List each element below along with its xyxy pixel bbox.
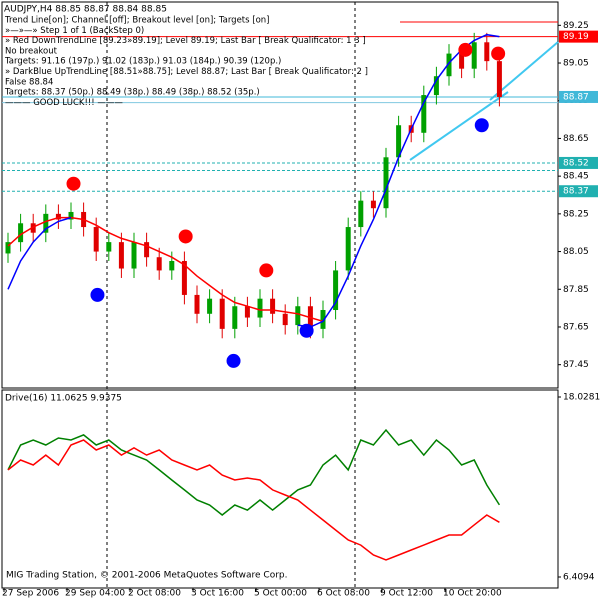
signal-dot [259,263,274,278]
x-tick-label: 9 Oct 12:00 [380,589,433,599]
candle-body [169,260,175,271]
x-tick-label: 5 Oct 00:00 [254,589,307,599]
y-tick-label: 88.25 [563,209,589,219]
footer: MIG Trading Station, © 2001-2006 MetaQuo… [6,571,288,581]
y-tick-label: 89.05 [563,59,589,69]
candle-body [144,242,150,258]
level-label-box [559,90,598,103]
signal-dot [226,353,241,368]
annotation: »—»—» Step 1 of 1 (BackStep 0) [5,26,144,36]
candle-body [333,270,339,311]
candle-body [383,157,389,209]
y-tick-label: 89.25 [563,21,589,31]
candle-body [30,223,36,233]
candle-body [421,95,427,133]
candle-body [244,306,250,318]
candle-body [118,242,124,269]
signal-dot [458,42,473,57]
level-label: 88.87 [563,92,589,102]
signal-dot [66,176,81,191]
candle-body [370,200,376,209]
candle-body [446,53,452,77]
x-tick-label: 29 Sep 04:00 [65,589,125,599]
candle-body [207,298,213,314]
y-tick-label: 88.45 [563,172,589,182]
annotation: » Red DownTrendLine [89.23»89.19]; Level… [5,36,366,46]
y-tick-label: 6.4094 [563,573,595,583]
signal-dot [474,118,489,133]
candle-body [131,242,137,269]
indicator-title: Drive(16) 11.0625 9.9375 [5,394,122,404]
annotation: No breakout [5,46,58,56]
candle-body [5,242,11,254]
level-label: 88.37 [563,187,589,197]
candle-body [496,61,502,97]
candle-body [68,211,74,220]
candle-body [270,298,276,314]
candle-body [471,42,477,69]
candle-body [106,242,112,252]
candle-body [282,313,288,326]
y-tick-label: 88.05 [563,247,589,257]
signal-dot [299,323,314,338]
candle-body [232,306,238,329]
indicator-line [7,428,501,516]
candle-body [55,213,61,220]
y-tick-label: 87.45 [563,360,589,370]
annotation: Trend Line[on]; Channel [off]; Breakout … [4,16,269,26]
y-tick-label: 88.65 [563,134,589,144]
candle-body [93,227,99,252]
candle-body [181,260,187,295]
y-tick-label: 18.0281 [563,393,600,403]
candle-body [358,200,364,228]
indicator-panel [1,389,559,589]
candle-body [396,125,402,158]
x-tick-label: 27 Sep 2006 [2,589,59,599]
chart-title: AUDJPY,H4 88.85 88.87 88.84 88.85 [4,5,167,15]
candle-body [18,223,24,243]
candle-body [156,257,162,271]
x-tick-label: 2 Oct 08:00 [128,589,181,599]
level-label-box [559,156,598,169]
candle-body [194,294,200,314]
level-label-box [559,185,598,198]
candle-body [257,298,263,318]
y-tick-label: 87.85 [563,285,589,295]
indicator-line [7,216,324,323]
annotation: » DarkBlue UpTrendLine [88.51»88.75]; Le… [5,67,368,77]
x-tick-label: 6 Oct 08:00 [317,589,370,599]
annotation: Targets: 88.37 (50p.) 88.49 (38p.) 88.49… [4,88,260,98]
signal-dot [90,287,105,302]
x-tick-label: 3 Oct 16:00 [191,589,244,599]
signal-dot [178,229,193,244]
signal-dot [491,46,506,61]
candle-body [484,42,490,62]
candle-body [433,76,439,96]
annotation: Targets: 91.16 (197p.) 91.02 (183p.) 91.… [4,57,281,67]
candle-body [43,213,49,233]
level-label: 89.19 [563,32,589,42]
trend-line [409,91,509,161]
level-label-box [559,30,598,43]
candle-body [295,306,301,326]
annotation: False 88.84 [5,77,53,87]
candle-body [459,53,465,69]
x-tick-label: 10 Oct 20:00 [443,589,502,599]
y-tick-label: 87.65 [563,322,589,332]
candle-body [219,298,225,329]
price-panel [1,1,559,389]
candle-body [345,227,351,271]
level-label: 88.52 [563,158,589,168]
candle-body [320,310,326,329]
indicator-line [7,439,500,561]
annotation: ——— GOOD LUCK!!! ——— [5,98,123,108]
